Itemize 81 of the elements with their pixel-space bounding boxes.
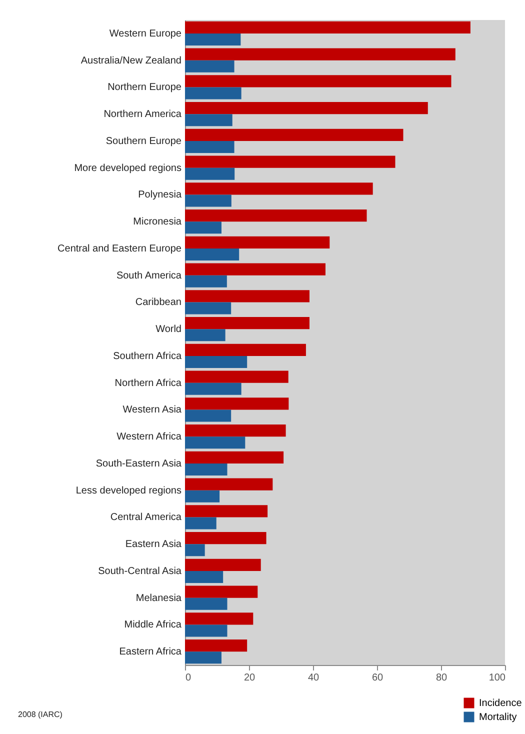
y-tick-label: South-Eastern Asia xyxy=(96,458,182,470)
x-tick-label: 80 xyxy=(436,672,448,684)
y-tick-label: Middle Africa xyxy=(124,620,182,631)
bar xyxy=(185,275,227,288)
bar xyxy=(185,33,241,46)
bar xyxy=(185,478,273,490)
bar xyxy=(185,60,234,72)
y-tick-label: Melanesia xyxy=(136,592,182,604)
bar xyxy=(185,544,205,556)
y-tick-label: Southern Europe xyxy=(106,136,182,147)
bar xyxy=(185,114,232,126)
bar xyxy=(185,451,284,464)
bar xyxy=(185,263,326,276)
bar xyxy=(185,532,266,544)
y-tick-label: More developed regions xyxy=(74,162,182,174)
y-tick-label: South America xyxy=(116,270,182,282)
bar xyxy=(185,652,222,664)
bar xyxy=(185,382,242,395)
bar xyxy=(185,517,216,530)
x-tick-label: 60 xyxy=(372,672,384,684)
y-tick-label: Northern Europe xyxy=(108,82,182,94)
bar xyxy=(185,624,228,637)
bar xyxy=(185,102,428,114)
bar xyxy=(185,209,367,222)
bar xyxy=(185,398,289,410)
bar xyxy=(185,612,254,625)
bar xyxy=(185,639,248,652)
bar xyxy=(185,505,268,518)
bar xyxy=(185,329,226,342)
y-tick-label: World xyxy=(156,324,182,336)
y-tick-label: Southern Africa xyxy=(113,350,182,362)
bar xyxy=(185,156,396,168)
bar xyxy=(185,194,232,207)
y-tick-label: Polynesia xyxy=(138,190,182,201)
bar xyxy=(185,370,288,383)
bar xyxy=(185,558,261,571)
bar xyxy=(185,21,470,34)
bar xyxy=(185,356,248,368)
y-tick-label: Northern Africa xyxy=(114,378,182,389)
y-tick-label: Western Europe xyxy=(109,28,182,40)
y-tick-label: Western Africa xyxy=(116,432,182,443)
bar xyxy=(185,424,286,437)
bar xyxy=(185,570,224,584)
bar xyxy=(185,302,232,314)
y-tick-label: Eastern Asia xyxy=(125,539,182,550)
bar xyxy=(185,436,246,449)
y-tick-label: Caribbean xyxy=(135,297,182,308)
legend-label: Incidence xyxy=(479,698,522,709)
y-tick-label: Less developed regions xyxy=(76,485,182,496)
bar xyxy=(185,490,220,502)
bar xyxy=(185,222,222,234)
bar xyxy=(185,87,242,100)
x-tick-label: 0 xyxy=(186,672,192,684)
bar xyxy=(185,182,373,195)
y-tick-label: Northern America xyxy=(104,109,182,120)
bar xyxy=(185,290,310,302)
bar xyxy=(185,75,452,88)
legend-label: Mortality xyxy=(479,712,517,723)
bar xyxy=(185,344,306,356)
text: 2008 (IARC) xyxy=(18,710,62,719)
y-tick-label: Eastern Africa xyxy=(119,646,182,658)
bar xyxy=(185,410,232,422)
bar xyxy=(185,248,240,261)
x-tick-label: 100 xyxy=(488,672,506,684)
bar xyxy=(185,463,228,476)
bar xyxy=(185,598,228,610)
bar xyxy=(185,128,404,141)
x-tick-label: 20 xyxy=(244,672,256,684)
bar xyxy=(185,140,234,154)
bar xyxy=(185,48,456,60)
y-tick-label: Micronesia xyxy=(133,216,182,228)
y-tick-label: Australia/New Zealand xyxy=(80,55,182,66)
y-tick-label: Central and Eastern Europe xyxy=(58,243,182,254)
bar xyxy=(185,586,258,598)
y-tick-label: Central America xyxy=(110,512,182,524)
y-tick-label: South-Central Asia xyxy=(98,566,182,577)
bar xyxy=(185,168,235,180)
bar xyxy=(185,236,330,248)
y-tick-label: Western Asia xyxy=(122,404,182,416)
bar xyxy=(185,316,310,330)
x-tick-label: 40 xyxy=(308,672,320,684)
